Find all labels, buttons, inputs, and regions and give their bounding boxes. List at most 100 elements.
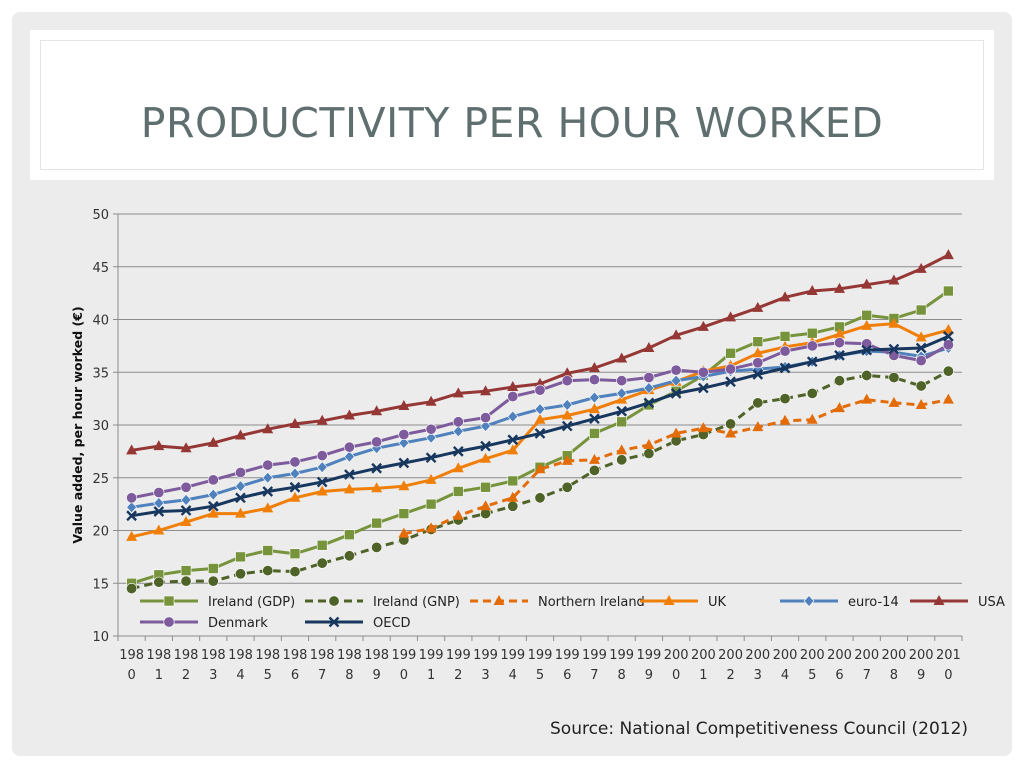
legend-marker-euro-14 bbox=[803, 595, 815, 607]
data-point-ireland-gdp bbox=[207, 563, 219, 574]
data-point-denmark bbox=[915, 355, 927, 367]
data-point-ireland-gdp bbox=[180, 565, 192, 576]
x-tick-label: 200 6 bbox=[827, 648, 852, 683]
x-tick-label: 200 5 bbox=[800, 648, 825, 683]
data-point-denmark bbox=[670, 364, 682, 376]
data-point-uk bbox=[452, 462, 464, 473]
series-line-ireland-gdp bbox=[131, 289, 950, 585]
legend-label-oecd: OECD bbox=[373, 616, 411, 631]
data-point-uk bbox=[942, 324, 954, 335]
x-tick-label: 199 3 bbox=[473, 648, 498, 683]
data-point-usa bbox=[480, 385, 492, 396]
data-point-denmark bbox=[289, 456, 301, 468]
data-point-oecd bbox=[180, 505, 192, 516]
data-point-northern-ireland bbox=[452, 509, 464, 520]
data-point-denmark bbox=[806, 340, 818, 352]
data-point-denmark bbox=[725, 363, 737, 375]
series-line-northern-ireland bbox=[403, 398, 949, 536]
x-tick-label: 199 5 bbox=[528, 648, 553, 683]
data-point-oecd bbox=[452, 446, 464, 457]
data-point-oecd bbox=[943, 331, 954, 342]
data-point-denmark bbox=[316, 450, 328, 462]
data-point-usa bbox=[207, 436, 219, 447]
data-point-ireland-gnp bbox=[153, 576, 165, 588]
data-point-ireland-gnp bbox=[180, 575, 192, 587]
data-point-ireland-gnp bbox=[289, 566, 301, 578]
data-point-usa bbox=[670, 329, 682, 340]
data-point-euro-14 bbox=[480, 420, 491, 433]
x-tick-label: 200 1 bbox=[691, 648, 716, 683]
data-point-euro-14 bbox=[589, 391, 600, 404]
x-tick-label: 199 4 bbox=[500, 648, 525, 683]
data-point-denmark bbox=[262, 459, 274, 471]
data-point-denmark bbox=[588, 374, 600, 386]
data-point-northern-ireland bbox=[833, 402, 845, 413]
data-point-euro-14 bbox=[534, 403, 546, 416]
data-point-oecd bbox=[643, 397, 655, 409]
data-point-northern-ireland bbox=[779, 414, 791, 425]
y-tick-label: 30 bbox=[92, 419, 109, 434]
data-point-northern-ireland bbox=[725, 427, 737, 438]
data-point-usa bbox=[833, 282, 845, 293]
data-point-uk bbox=[126, 530, 138, 541]
data-point-ireland-gdp bbox=[235, 551, 246, 563]
data-point-ireland-gnp bbox=[588, 464, 600, 476]
x-tick-label: 198 2 bbox=[174, 648, 199, 683]
data-point-oecd bbox=[371, 462, 382, 474]
data-point-northern-ireland bbox=[942, 393, 954, 404]
data-point-usa bbox=[697, 320, 709, 331]
x-tick-label: 200 4 bbox=[773, 648, 798, 683]
data-point-oecd bbox=[779, 362, 791, 374]
data-point-ireland-gdp bbox=[752, 336, 764, 347]
legend-marker-usa bbox=[933, 595, 945, 605]
y-tick-label: 20 bbox=[92, 525, 109, 540]
data-point-denmark bbox=[235, 466, 247, 478]
y-tick-label: 35 bbox=[92, 366, 109, 381]
data-point-usa bbox=[915, 262, 927, 273]
data-point-uk bbox=[833, 328, 845, 339]
data-point-usa bbox=[507, 381, 519, 392]
data-point-euro-14 bbox=[126, 501, 138, 514]
data-point-ireland-gdp bbox=[915, 304, 927, 316]
data-point-usa bbox=[752, 301, 764, 312]
data-point-denmark bbox=[126, 492, 138, 504]
data-point-ireland-gnp bbox=[207, 575, 219, 587]
data-point-euro-14 bbox=[153, 497, 165, 510]
data-point-usa bbox=[371, 405, 383, 416]
data-point-usa bbox=[262, 423, 274, 434]
data-point-denmark bbox=[425, 423, 437, 435]
data-point-ireland-gnp bbox=[616, 454, 628, 466]
data-point-ireland-gnp bbox=[371, 541, 383, 553]
legend-marker-northern-ireland bbox=[493, 595, 505, 605]
data-point-uk bbox=[480, 452, 492, 463]
data-point-oecd bbox=[589, 413, 600, 425]
data-point-oecd bbox=[725, 376, 736, 388]
data-point-ireland-gnp bbox=[888, 372, 900, 384]
legend-label-denmark: Denmark bbox=[208, 616, 268, 631]
data-point-uk bbox=[316, 485, 328, 496]
data-point-uk bbox=[534, 413, 546, 424]
data-point-euro-14 bbox=[289, 467, 301, 480]
legend-label-usa: USA bbox=[978, 595, 1005, 610]
data-point-oecd bbox=[480, 440, 491, 452]
data-point-ireland-gdp bbox=[371, 517, 382, 529]
data-point-denmark bbox=[480, 412, 492, 424]
data-point-usa bbox=[725, 311, 737, 322]
title-box: PRODUCTIVITY PER HOUR WORKED bbox=[30, 30, 994, 180]
data-point-uk bbox=[398, 480, 410, 491]
data-point-oecd bbox=[915, 342, 927, 354]
data-point-denmark bbox=[534, 384, 546, 396]
data-point-euro-14 bbox=[670, 374, 682, 387]
data-point-uk bbox=[425, 473, 437, 484]
data-point-usa bbox=[235, 429, 247, 440]
x-tick-label: 199 7 bbox=[582, 648, 607, 683]
x-tick-label: 199 8 bbox=[609, 648, 634, 683]
data-point-ireland-gdp bbox=[725, 347, 736, 359]
data-point-ireland-gnp bbox=[643, 447, 655, 459]
data-point-euro-14 bbox=[561, 399, 573, 411]
data-point-ireland-gnp bbox=[942, 365, 954, 377]
data-point-oecd bbox=[207, 500, 219, 512]
data-point-ireland-gdp bbox=[507, 475, 519, 487]
x-tick-label: 199 9 bbox=[636, 648, 661, 683]
